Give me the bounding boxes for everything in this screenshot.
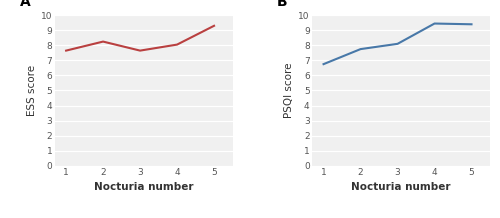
X-axis label: Nocturia number: Nocturia number xyxy=(352,182,451,192)
Y-axis label: ESS score: ESS score xyxy=(26,65,36,116)
Text: A: A xyxy=(20,0,30,9)
Text: B: B xyxy=(277,0,287,9)
Y-axis label: PSQI score: PSQI score xyxy=(284,63,294,118)
X-axis label: Nocturia number: Nocturia number xyxy=(94,182,194,192)
